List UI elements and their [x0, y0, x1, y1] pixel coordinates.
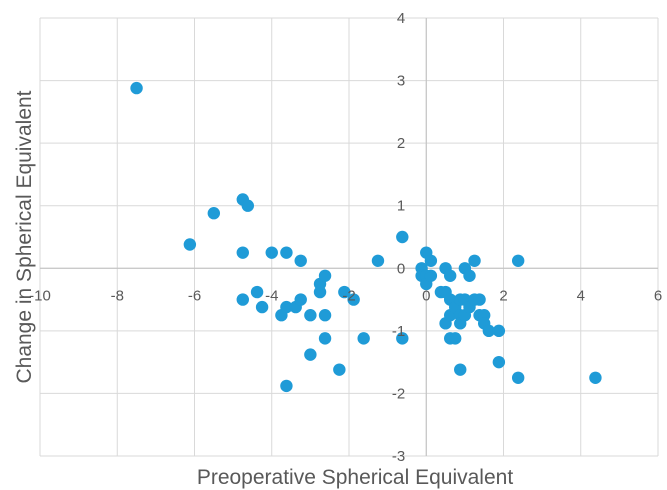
data-point [338, 285, 351, 299]
x-tick-label: 6 [654, 287, 662, 304]
data-point [492, 355, 506, 369]
data-point [511, 254, 525, 267]
data-point [255, 300, 269, 314]
x-tick-labels: -10 -8 -6 -4 -2 0 2 4 6 [29, 287, 662, 304]
y-tick-label: 4 [397, 10, 405, 27]
data-point [294, 254, 307, 267]
data-point [304, 348, 317, 361]
data-point [318, 332, 332, 345]
data-point [130, 81, 143, 95]
data-point [265, 246, 278, 259]
data-point [318, 309, 332, 322]
data-point [463, 269, 476, 282]
data-point [396, 230, 409, 244]
data-point [468, 254, 481, 267]
data-point [207, 207, 221, 220]
data-point [454, 363, 467, 376]
data-point [183, 238, 197, 251]
x-axis-title: Preoperative Spherical Equivalent [197, 466, 514, 489]
y-tick-label: 0 [397, 260, 405, 277]
y-tick-label: -1 [392, 323, 405, 340]
y-tick-label: 2 [397, 135, 405, 152]
data-point [424, 269, 438, 282]
data-point [280, 300, 293, 314]
data-point [424, 254, 438, 267]
y-tick-labels: -3 -2 -1 0 1 2 3 4 [392, 10, 405, 465]
axis-lines [40, 18, 658, 456]
data-point [280, 379, 293, 393]
x-tick-label: -4 [265, 287, 278, 304]
data-point [371, 254, 385, 267]
x-tick-label: 2 [499, 287, 507, 304]
data-point [333, 363, 346, 376]
data-point [511, 371, 525, 384]
y-tick-label: 1 [397, 198, 405, 215]
data-point [241, 199, 255, 212]
y-tick-label: -3 [392, 448, 405, 465]
data-point [492, 324, 506, 338]
data-point [236, 246, 249, 259]
y-axis-title: Change in Spherical Equivalent [13, 90, 36, 383]
x-tick-label: -8 [111, 287, 124, 304]
data-point [589, 371, 602, 384]
data-point [473, 293, 486, 306]
data-point [304, 309, 317, 322]
data-point [357, 332, 370, 345]
x-tick-label: 0 [422, 287, 430, 304]
data-point [482, 324, 496, 338]
data-point [250, 285, 264, 299]
data-point [347, 293, 360, 306]
data-points [130, 81, 602, 393]
data-point [449, 332, 462, 345]
data-point [443, 269, 457, 282]
data-point [318, 269, 332, 282]
x-tick-label: 4 [577, 287, 585, 304]
x-tick-label: -2 [342, 287, 355, 304]
data-point [236, 293, 249, 306]
x-tick-label: -10 [29, 287, 51, 304]
data-point [280, 246, 293, 259]
data-point [396, 332, 409, 345]
data-point [294, 293, 307, 306]
y-tick-label: -2 [392, 385, 405, 402]
y-tick-label: 3 [397, 73, 405, 90]
x-tick-label: -6 [188, 287, 201, 304]
